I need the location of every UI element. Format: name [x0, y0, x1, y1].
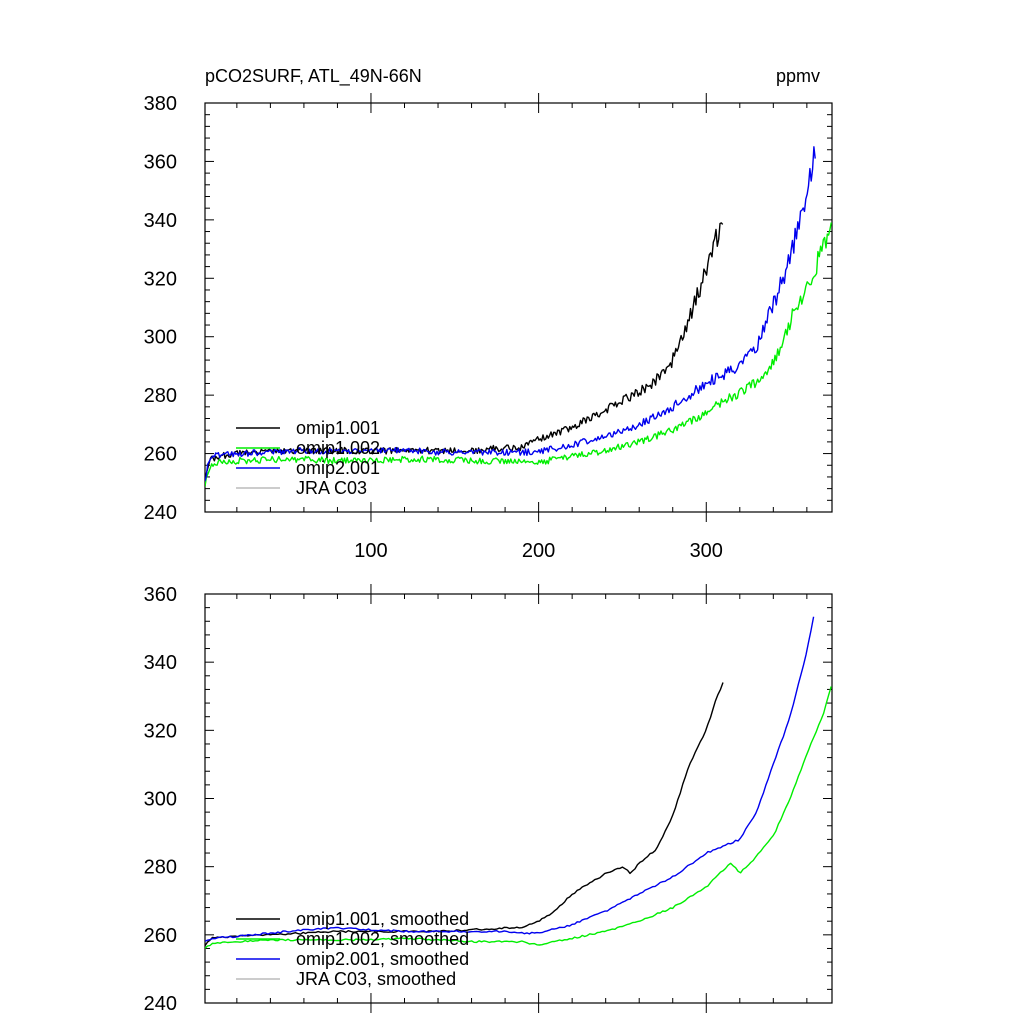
legend-label: omip2.001 [296, 458, 380, 478]
series-line-omip2-001 [205, 146, 816, 482]
y-tick-label: 360 [144, 584, 177, 606]
x-tick-label: 300 [690, 540, 723, 562]
y-tick-label: 280 [144, 385, 177, 407]
y-tick-label: 320 [144, 720, 177, 742]
series-group [205, 616, 832, 949]
legend-label: omip1.002, smoothed [296, 929, 469, 949]
y-tick-label: 300 [144, 789, 177, 811]
y-tick-label: 340 [144, 210, 177, 232]
series-line-omip1-002 [205, 222, 832, 487]
legend-label: omip1.002 [296, 438, 380, 458]
series-line-omip1-002-smoothed [205, 686, 832, 949]
series-line-omip1-001-smoothed [205, 682, 724, 947]
series-group [205, 146, 832, 487]
legend-label: omip2.001, smoothed [296, 949, 469, 969]
y-tick-label: 300 [144, 327, 177, 349]
units-label: ppmv [776, 66, 820, 86]
plot-frame [204, 102, 833, 513]
chart-title: pCO2SURF, ATL_49N-66N [205, 66, 422, 87]
series-line-omip2-001-smoothed [205, 616, 815, 942]
legend-label: JRA C03 [296, 478, 367, 498]
x-tick-label: 200 [522, 540, 555, 562]
legend-label: omip1.001 [296, 418, 380, 438]
y-tick-label: 260 [144, 444, 177, 466]
y-tick-label: 380 [144, 93, 177, 115]
legend-label: omip1.001, smoothed [296, 909, 469, 929]
y-tick-label: 360 [144, 151, 177, 173]
top-panel: 240 260 280 300 320 340 360 380 100 200 300 pCO2SUR… [144, 66, 833, 562]
y-tick-label: 240 [144, 993, 177, 1015]
legend-label: JRA C03, smoothed [296, 969, 456, 989]
bottom-panel: 240 260 280 300 320 340 360 omip1.001, smoothed… [144, 584, 833, 1015]
series-line-omip1-001 [205, 222, 724, 486]
y-tick-label: 240 [144, 502, 177, 524]
y-tick-label: 340 [144, 652, 177, 674]
y-tick-label: 320 [144, 268, 177, 290]
y-tick-label: 280 [144, 857, 177, 879]
y-tick-label: 260 [144, 925, 177, 947]
x-tick-label: 100 [354, 540, 387, 562]
